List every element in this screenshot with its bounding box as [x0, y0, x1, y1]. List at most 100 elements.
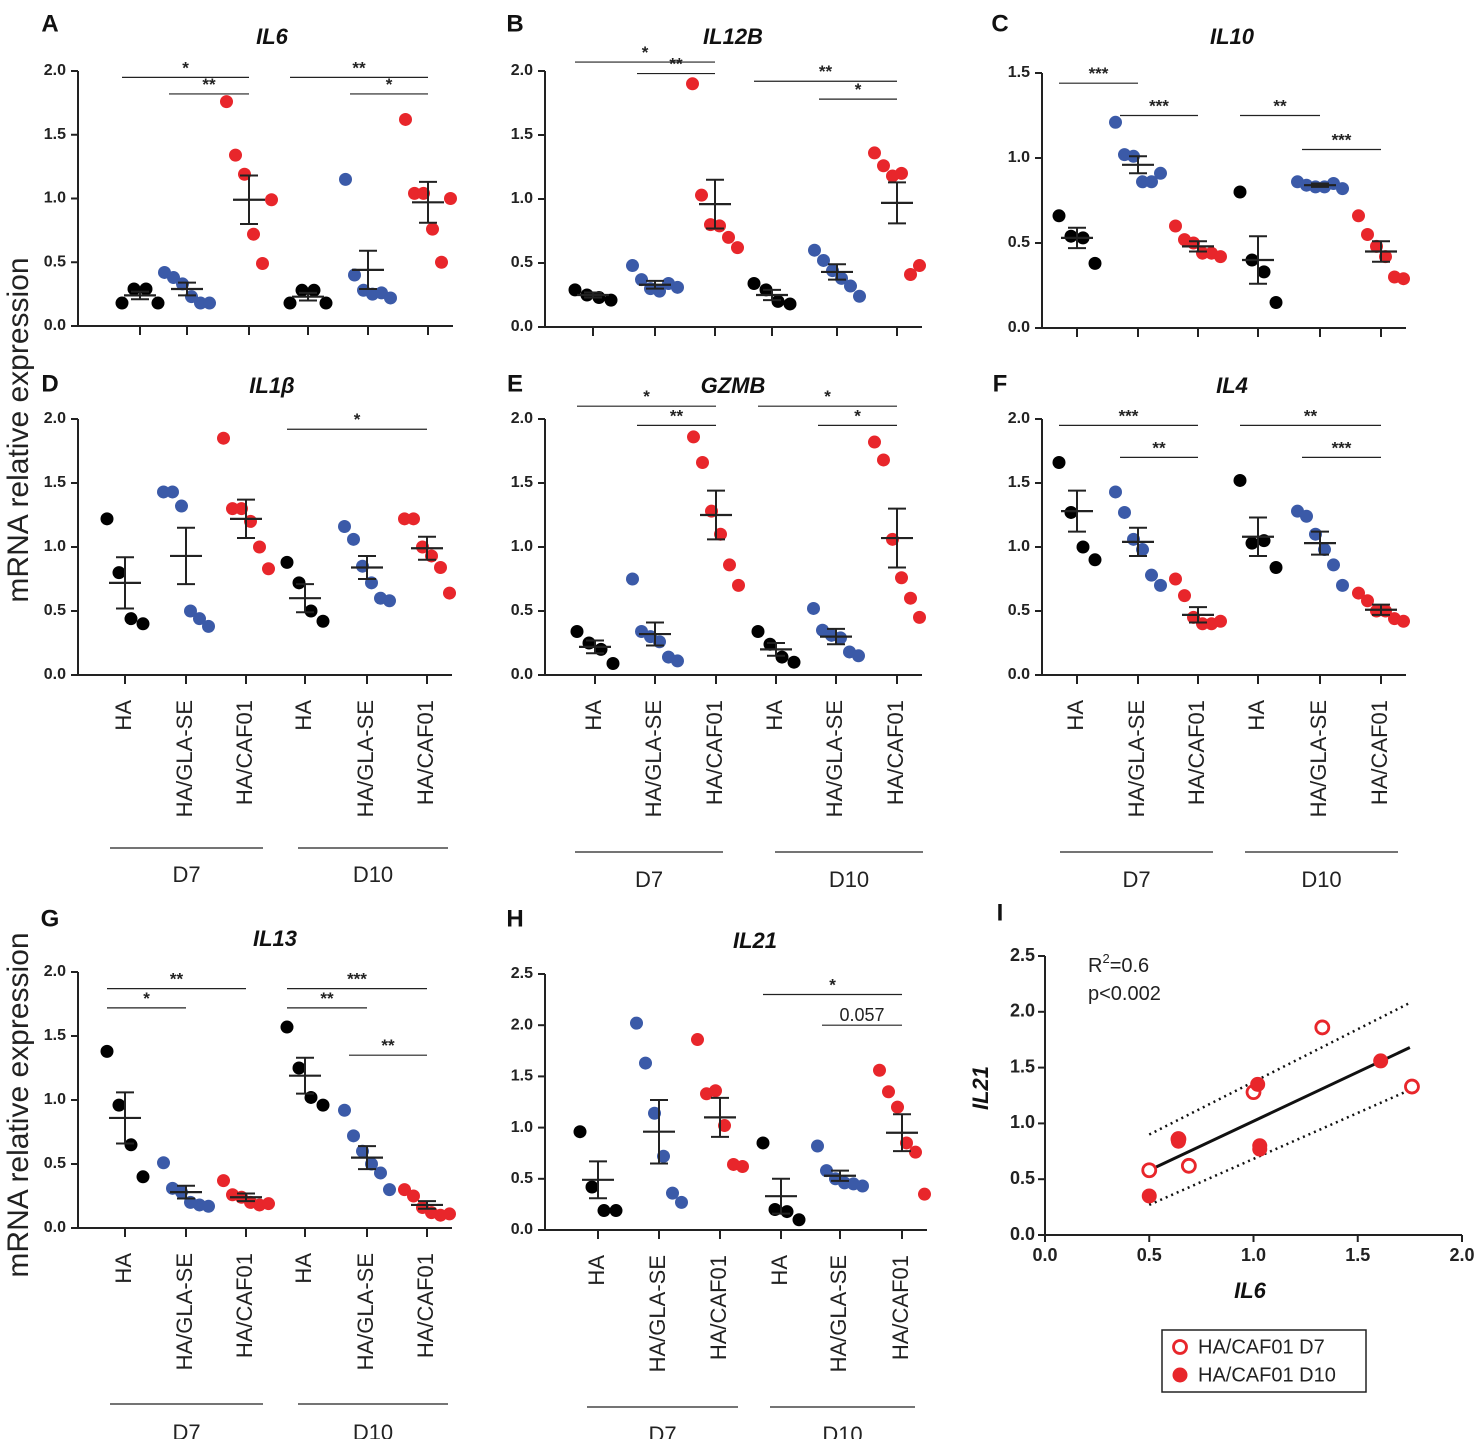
- y-tick-label: 1.0: [1010, 1112, 1035, 1132]
- y-tick-label: 2.0: [44, 410, 66, 427]
- y-tick-label: 0.0: [1008, 666, 1030, 683]
- data-point: [808, 243, 821, 257]
- data-point: [398, 512, 411, 526]
- data-point: [136, 1170, 150, 1184]
- group-label: D10: [353, 862, 393, 887]
- category-label: HA/GLA-SE: [1306, 700, 1331, 817]
- data-point: [691, 1033, 704, 1047]
- data-point: [1257, 265, 1271, 279]
- data-point: [151, 296, 165, 310]
- data-point: [1269, 560, 1283, 574]
- data-point: [626, 572, 639, 586]
- category-label: HA/GLA-SE: [353, 1253, 378, 1370]
- data-point: [1169, 219, 1182, 233]
- y-tick-label: 0.5: [511, 254, 533, 271]
- data-point: [1088, 256, 1102, 270]
- data-point: [1397, 614, 1410, 628]
- data-point: [399, 112, 412, 126]
- data-point: [365, 1157, 378, 1171]
- data-point: [112, 1098, 126, 1112]
- data-point: [1154, 166, 1167, 180]
- data-point: [338, 520, 351, 534]
- group-label: D10: [822, 1422, 862, 1439]
- category-label: HA/CAF01: [883, 700, 908, 805]
- significance-label: *: [642, 43, 649, 62]
- legend-label: HA/CAF01 D10: [1198, 1364, 1336, 1386]
- data-point: [723, 558, 736, 572]
- group-label: D7: [172, 862, 200, 887]
- data-point: [1178, 589, 1191, 603]
- data-point: [235, 502, 248, 516]
- regression-line: [1148, 1046, 1411, 1172]
- y-tick-label: 0.0: [511, 318, 533, 335]
- data-point: [347, 1129, 360, 1143]
- y-tick-label: 1.5: [1008, 474, 1030, 491]
- category-label: HA: [1063, 700, 1088, 731]
- data-point: [1318, 543, 1331, 557]
- data-point: [1076, 540, 1090, 554]
- panel-label: I: [997, 899, 1004, 926]
- data-point: [1245, 536, 1259, 550]
- data-point: [696, 456, 709, 470]
- data-point: [229, 148, 242, 162]
- panel-title: IL1β: [249, 373, 294, 398]
- data-point: [1141, 1162, 1158, 1179]
- significance-label: **: [670, 406, 684, 425]
- category-label: HA/GLA-SE: [822, 700, 847, 817]
- data-point: [657, 1149, 670, 1163]
- y-axis-label-bottom: mRNA relative expression: [2, 932, 35, 1277]
- data-point: [671, 280, 684, 294]
- data-point: [374, 1166, 387, 1180]
- data-point: [573, 1125, 587, 1139]
- significance-label: 0.057: [839, 1005, 884, 1025]
- data-point: [1352, 209, 1365, 223]
- category-label: HA: [1244, 700, 1269, 731]
- significance-label: ***: [1089, 64, 1109, 83]
- category-label: HA: [762, 700, 787, 731]
- data-point: [1370, 239, 1383, 253]
- y-tick-label: 1.0: [511, 538, 533, 555]
- data-point: [1169, 572, 1182, 586]
- significance-label: **: [352, 58, 366, 77]
- data-point: [1180, 1157, 1197, 1174]
- data-point: [307, 283, 321, 297]
- data-point: [709, 1084, 722, 1098]
- data-point: [695, 188, 708, 202]
- y-tick-label: 0.5: [1010, 1168, 1035, 1188]
- r-squared-value: =0.6: [1110, 955, 1149, 977]
- data-point: [1109, 115, 1122, 129]
- significance-label: *: [829, 975, 836, 994]
- data-point: [820, 1164, 833, 1178]
- data-point: [714, 527, 727, 541]
- panel-title: GZMB: [701, 373, 766, 398]
- data-point: [918, 1187, 931, 1201]
- data-point: [157, 485, 170, 499]
- data-point: [139, 282, 153, 296]
- data-point: [868, 435, 881, 449]
- data-point: [247, 227, 260, 241]
- data-point: [443, 1207, 456, 1221]
- data-point: [904, 268, 917, 282]
- data-point: [731, 241, 744, 255]
- data-point: [193, 612, 206, 626]
- panel-title: IL10: [1210, 24, 1255, 49]
- data-point: [220, 95, 233, 109]
- panel-label: E: [507, 370, 523, 397]
- y-tick-label: 1.5: [44, 1027, 66, 1044]
- y-tick-label: 0.0: [44, 317, 66, 334]
- y-tick-label: 1.5: [511, 474, 533, 491]
- significance-label: *: [182, 58, 189, 77]
- data-point: [262, 1197, 275, 1211]
- category-label: HA: [767, 1255, 792, 1286]
- group-label: D7: [635, 867, 663, 892]
- y-tick-label: 0.5: [1008, 602, 1030, 619]
- y-axis-label-top: mRNA relative expression: [2, 257, 35, 602]
- data-point: [886, 532, 899, 546]
- x-tick-label: 1.5: [1345, 1245, 1370, 1265]
- data-point: [1352, 586, 1365, 600]
- data-point: [1088, 553, 1102, 567]
- data-point: [1314, 1019, 1331, 1036]
- x-tick-label: 0.5: [1137, 1245, 1162, 1265]
- data-point: [1052, 456, 1066, 470]
